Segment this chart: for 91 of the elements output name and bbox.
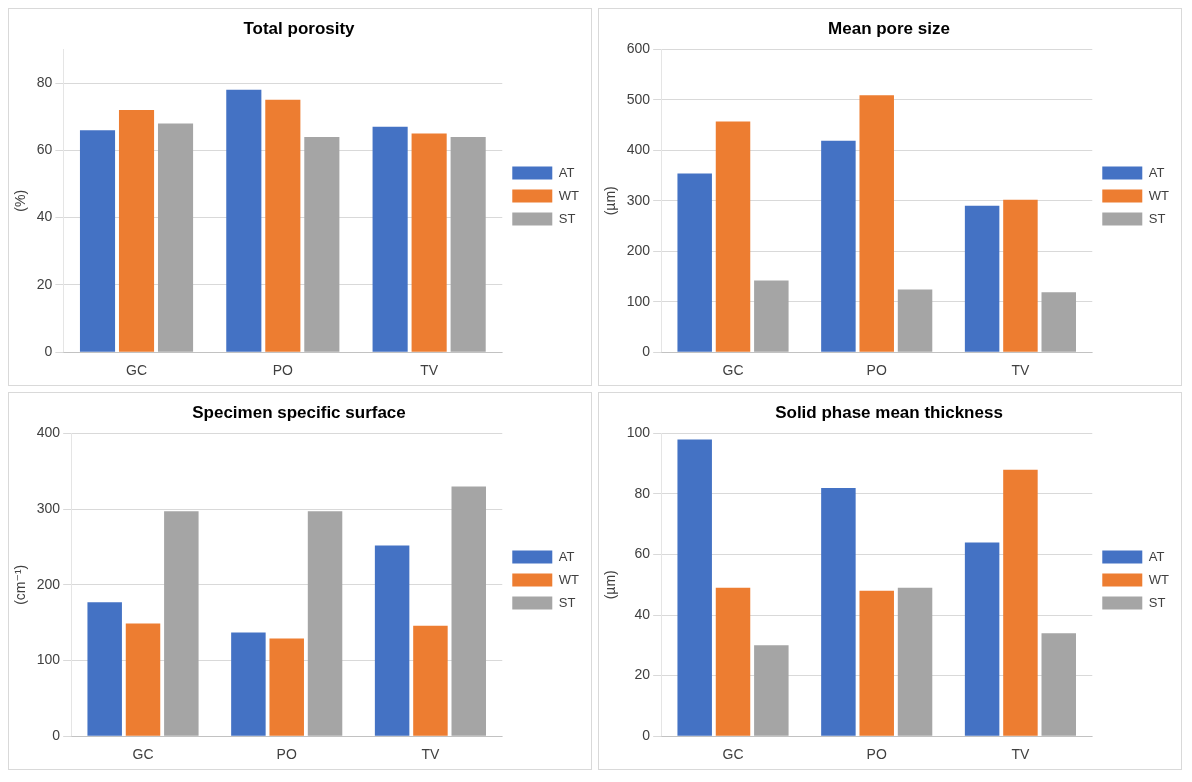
bar [231,632,266,736]
bar [964,542,1000,736]
x-tick-label: TV [1011,362,1031,379]
bar [450,136,486,352]
x-tick-label: GC [132,746,154,763]
legend-label: AT [558,548,575,564]
bar [1041,633,1076,736]
y-axis-title: (%) [12,189,29,212]
y-tick-label: 40 [634,605,651,622]
bar [859,590,894,736]
bar [677,439,712,736]
legend-label: WT [558,187,580,203]
y-tick-label: 400 [626,141,651,158]
y-tick-label: 80 [36,73,53,90]
bar [754,280,789,352]
y-tick-label: 200 [626,242,651,259]
y-tick-label: 300 [36,499,61,516]
bar [411,133,447,352]
x-tick-label: TV [1011,746,1031,763]
bar [715,587,751,736]
legend-label: ST [1148,210,1166,226]
y-tick-label: 500 [626,90,651,107]
legend-label: AT [558,164,575,180]
bar [157,123,194,352]
bar [164,511,199,736]
x-tick-label: GC [126,362,148,379]
bar [118,109,155,352]
chart-title: Solid phase mean thickness [775,402,1003,422]
y-tick-label: 20 [634,666,651,683]
bar [87,602,122,736]
bar [374,545,410,736]
y-tick-label: 100 [626,292,651,309]
bar [451,486,486,736]
bar [307,511,343,736]
y-tick-label: 0 [642,343,651,360]
y-tick-label: 0 [44,343,53,360]
bar [125,623,161,736]
bar [226,89,262,352]
legend-label: AT [1148,548,1165,564]
bar [79,130,116,352]
bar [821,487,856,736]
bar [304,136,340,352]
bar [715,121,751,352]
y-tick-label: 40 [36,208,53,225]
y-tick-label: 60 [36,141,53,158]
chart-title: Specimen specific surface [192,402,406,422]
x-tick-label: TV [421,746,441,763]
y-tick-label: 80 [634,484,651,501]
legend-label: WT [558,571,580,587]
y-axis-title: (µm) [602,186,619,216]
x-tick-label: GC [722,746,744,763]
bar [821,140,856,352]
bar [754,645,789,736]
bar [372,126,408,352]
bar [413,625,448,736]
y-tick-label: 0 [642,727,651,744]
y-tick-label: 100 [626,424,651,441]
x-tick-label: PO [272,362,294,379]
bar [1003,199,1038,352]
x-tick-label: TV [420,362,439,379]
y-tick-label: 300 [626,191,651,208]
x-tick-label: PO [866,362,887,379]
y-tick-label: 100 [36,651,61,668]
legend-label: WT [1148,571,1170,587]
y-tick-label: 20 [36,275,53,292]
bar [677,173,712,352]
y-axis-title: (µm) [602,570,619,600]
y-tick-label: 600 [626,40,651,57]
legend-label: AT [1148,164,1165,180]
bar [859,95,894,352]
x-tick-label: PO [276,746,297,763]
y-tick-label: 200 [36,575,61,592]
y-tick-label: 0 [52,727,61,744]
legend-label: ST [1148,594,1166,610]
chart-title: Mean pore size [828,18,950,38]
chart-title: Total porosity [243,18,356,38]
bar [269,638,304,736]
y-tick-label: 60 [634,545,651,562]
y-axis-title: (cm⁻¹) [12,564,29,605]
bar [1041,292,1076,352]
bar [897,587,933,736]
bar [897,289,933,352]
legend-label: ST [558,210,576,226]
bar [964,205,1000,352]
y-tick-label: 400 [36,424,61,441]
x-tick-label: PO [866,746,887,763]
legend-label: WT [1148,187,1170,203]
bar [1003,469,1038,736]
bar [265,99,301,352]
legend-label: ST [558,594,576,610]
x-tick-label: GC [722,362,744,379]
